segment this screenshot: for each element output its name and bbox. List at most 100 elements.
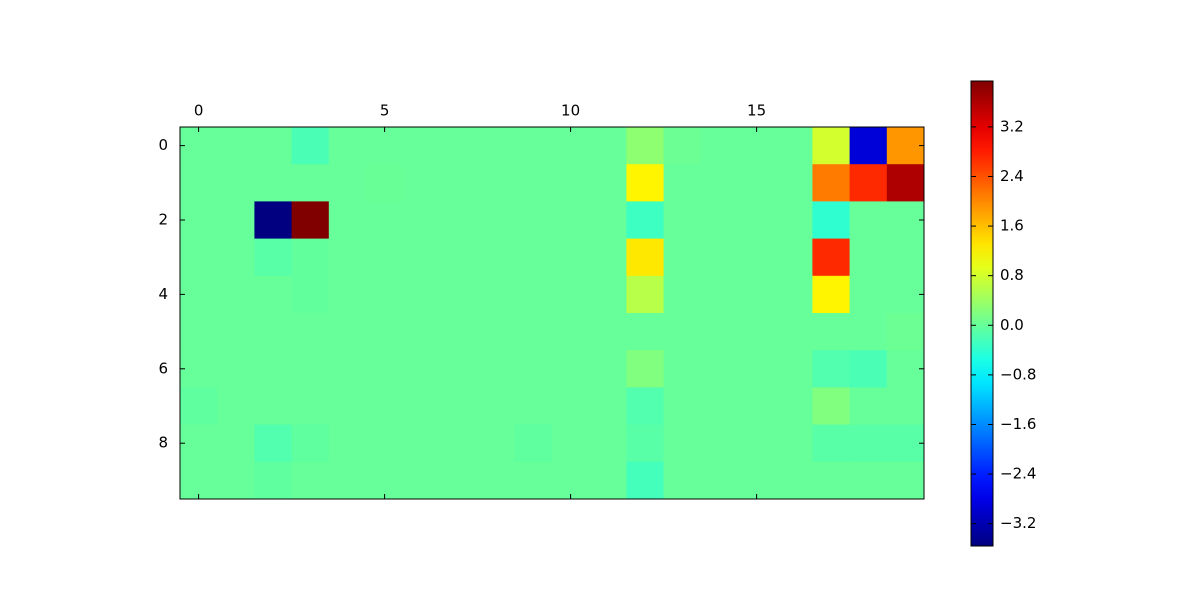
heatmap-cell: [886, 275, 925, 314]
heatmap-cell: [254, 424, 293, 463]
heatmap-cell: [812, 127, 851, 165]
heatmap-cell: [291, 201, 330, 240]
heatmap-cell: [477, 201, 516, 240]
heatmap-cell: [663, 201, 702, 240]
y-tick-label: 8: [158, 434, 168, 452]
heatmap-cell: [440, 201, 479, 240]
heatmap-cell: [738, 164, 776, 202]
heatmap-cell: [514, 275, 553, 314]
heatmap-cell: [254, 387, 293, 426]
heatmap-cell: [291, 127, 330, 165]
heatmap-cell: [812, 461, 851, 500]
heatmap-cell: [440, 461, 479, 500]
heatmap-cell: [477, 387, 516, 426]
heatmap-cell: [514, 127, 553, 165]
heatmap-cell: [328, 387, 367, 426]
heatmap-cell: [626, 201, 665, 240]
heatmap-cell: [440, 424, 479, 463]
heatmap-cell: [403, 164, 441, 202]
heatmap-cell: [775, 201, 813, 240]
heatmap-cell: [626, 461, 665, 500]
heatmap-cell: [403, 461, 441, 500]
heatmap-cell: [440, 387, 479, 426]
heatmap-cell: [254, 201, 293, 240]
heatmap-cell: [254, 350, 293, 388]
heatmap-cell: [886, 127, 925, 165]
y-tick-label: 0: [158, 136, 168, 154]
heatmap-cell: [775, 424, 813, 463]
heatmap-cell: [663, 164, 702, 202]
heatmap-cell: [403, 350, 441, 388]
heatmap-cell: [663, 313, 702, 351]
heatmap-cell: [700, 424, 739, 463]
heatmap-cell: [849, 424, 888, 463]
heatmap-cell: [440, 350, 479, 388]
heatmap-cell: [217, 275, 255, 314]
colorbar-tick-label: −3.2: [1000, 514, 1036, 532]
heatmap-cell: [403, 387, 441, 426]
heatmap-cell: [291, 164, 330, 202]
heatmap-cell: [849, 350, 888, 388]
heatmap-cell: [849, 313, 888, 351]
heatmap-cell: [626, 313, 665, 351]
heatmap-cell: [552, 164, 590, 202]
heatmap-cell: [812, 201, 851, 240]
heatmap-cell: [477, 275, 516, 314]
heatmap-cell: [775, 275, 813, 314]
heatmap-cell: [775, 164, 813, 202]
heatmap-cell: [738, 350, 776, 388]
heatmap-cell: [477, 238, 516, 277]
heatmap-cell: [328, 201, 367, 240]
heatmap-cell: [180, 238, 218, 277]
heatmap-cell: [403, 201, 441, 240]
heatmap-cell: [366, 350, 404, 388]
heatmap-cell: [180, 387, 218, 426]
heatmap-cell: [291, 238, 330, 277]
colorbar-tick-label: 0.0: [1000, 316, 1024, 334]
heatmap-cell: [366, 461, 404, 500]
heatmap-cell: [217, 387, 255, 426]
heatmap-cell: [663, 127, 702, 165]
heatmap-cell: [775, 461, 813, 500]
heatmap-cell: [589, 424, 627, 463]
heatmap-cell: [775, 313, 813, 351]
heatmap-cell: [812, 424, 851, 463]
colorbar-tick-label: 3.2: [1000, 117, 1024, 135]
heatmap-cell: [812, 387, 851, 426]
heatmap-cell: [886, 313, 925, 351]
heatmap-cell: [589, 238, 627, 277]
heatmap-cell: [589, 164, 627, 202]
heatmap-cell: [552, 313, 590, 351]
heatmap-cell: [775, 387, 813, 426]
heatmap-cell: [849, 238, 888, 277]
heatmap-cell: [589, 127, 627, 165]
heatmap-cell: [886, 424, 925, 463]
heatmap-cell: [440, 127, 479, 165]
heatmap-cell: [552, 127, 590, 165]
heatmap-cell: [700, 238, 739, 277]
heatmap-cell: [180, 127, 218, 165]
y-tick-label: 4: [158, 285, 168, 303]
heatmap-cell: [254, 238, 293, 277]
heatmap-cell: [217, 424, 255, 463]
heatmap-cell: [328, 461, 367, 500]
heatmap-cell: [775, 238, 813, 277]
heatmap-cell: [849, 461, 888, 500]
colorbar: [970, 80, 994, 547]
heatmap-cell: [849, 127, 888, 165]
heatmap-cell: [366, 424, 404, 463]
heatmap-cell: [514, 461, 553, 500]
x-tick-label: 15: [747, 102, 766, 120]
heatmap-cell: [849, 387, 888, 426]
heatmap-cell: [849, 164, 888, 202]
heatmap-cell: [700, 275, 739, 314]
heatmap-cell: [589, 201, 627, 240]
heatmap-cell: [514, 313, 553, 351]
heatmap-cell: [254, 275, 293, 314]
heatmap-cell: [254, 313, 293, 351]
heatmap-cell: [552, 387, 590, 426]
heatmap-cell: [291, 461, 330, 500]
heatmap-cell: [738, 201, 776, 240]
heatmap-cell: [663, 350, 702, 388]
